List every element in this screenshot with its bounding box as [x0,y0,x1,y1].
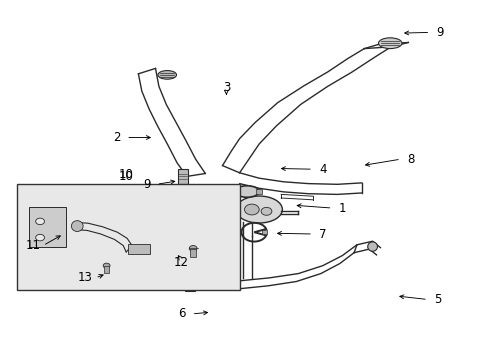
Text: 5: 5 [433,293,441,306]
Text: 9: 9 [142,178,150,191]
Text: 8: 8 [406,153,414,166]
Ellipse shape [234,186,259,197]
Ellipse shape [367,242,377,251]
Ellipse shape [261,207,271,215]
Bar [128,244,150,254]
Text: 4: 4 [318,163,326,176]
Ellipse shape [189,246,197,251]
Text: 13: 13 [78,271,93,284]
Bar [190,249,196,257]
Ellipse shape [244,204,259,215]
Bar [255,189,261,194]
Ellipse shape [158,71,176,79]
Bar [184,278,194,291]
Ellipse shape [71,221,83,231]
Text: 1: 1 [338,202,346,215]
Bar [17,184,239,290]
Ellipse shape [235,196,282,223]
Ellipse shape [103,263,110,268]
Text: 11: 11 [26,239,41,252]
Text: 10: 10 [119,170,133,183]
Text: 12: 12 [173,256,188,269]
Bar [261,230,267,234]
Text: 2: 2 [112,131,120,144]
Bar [29,207,66,247]
Ellipse shape [36,234,44,241]
Bar [178,169,188,184]
Ellipse shape [378,38,401,49]
Text: 10: 10 [119,168,133,181]
Text: 7: 7 [318,228,326,240]
Ellipse shape [36,218,44,225]
Text: 6: 6 [178,307,185,320]
Text: 3: 3 [222,81,230,94]
Bar [104,266,109,273]
Text: 9: 9 [435,26,443,39]
